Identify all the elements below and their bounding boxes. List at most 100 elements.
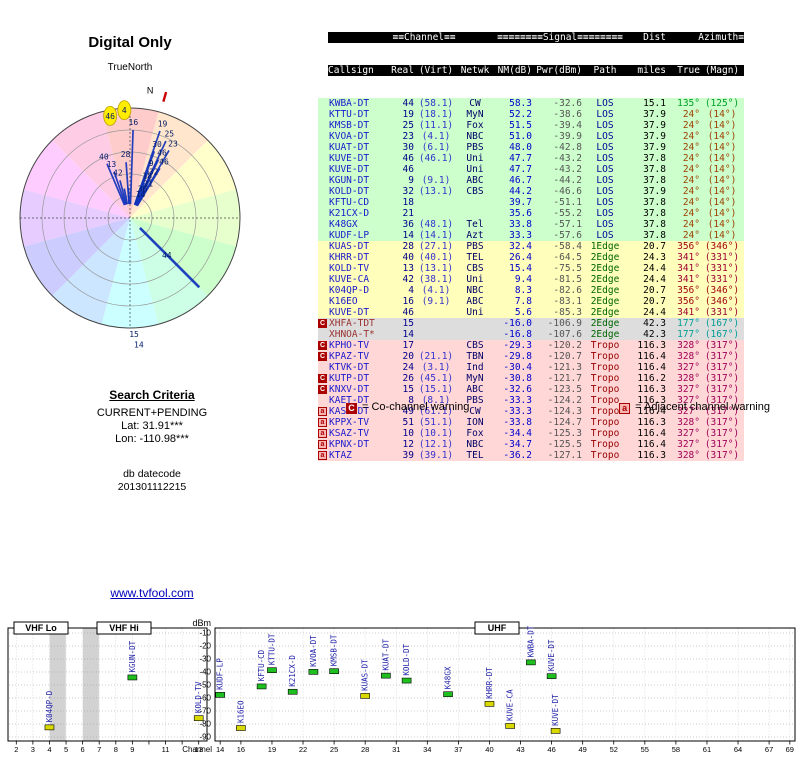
callsign-link[interactable]: KTAZ bbox=[329, 450, 352, 461]
callsign-link[interactable]: KUVE-DT bbox=[329, 164, 370, 175]
callsign-link[interactable]: K48GX bbox=[329, 219, 358, 230]
path-cell: 1Edge bbox=[590, 241, 620, 252]
longitude-value: Lon: -110.98*** bbox=[115, 433, 189, 445]
callsign-link[interactable]: KPAZ-TV bbox=[329, 351, 370, 362]
distance-cell: 116.3 bbox=[637, 450, 666, 461]
azimuth-magnetic-cell: (14°) bbox=[707, 109, 737, 120]
real-channel-cell: 46 bbox=[402, 164, 414, 175]
latitude-value: Lat: 31.91*** bbox=[121, 420, 183, 432]
power-cell: -43.2 bbox=[553, 153, 582, 164]
network-cell: TEL bbox=[466, 252, 484, 263]
power-cell: -120.7 bbox=[547, 351, 582, 362]
path-cell: LOS bbox=[596, 230, 614, 241]
distance-cell: 37.8 bbox=[643, 208, 666, 219]
azimuth-true-cell: 327° bbox=[677, 362, 700, 373]
distance-cell: 37.8 bbox=[643, 153, 666, 164]
noise-margin-cell: 9.4 bbox=[514, 274, 532, 285]
callsign-link[interactable]: KUAT-DT bbox=[329, 142, 370, 153]
path-cell: Tropo bbox=[590, 450, 620, 461]
callsign-link[interactable]: KOLD-DT bbox=[329, 186, 370, 197]
callsign-link[interactable]: KHRR-DT bbox=[329, 252, 370, 263]
azimuth-true-cell: 356° bbox=[677, 285, 700, 296]
network-cell: CBS bbox=[466, 186, 484, 197]
virtual-channel-cell: (27.1) bbox=[418, 241, 454, 252]
azimuth-magnetic-cell: (317°) bbox=[704, 428, 740, 439]
noise-margin-cell: -16.8 bbox=[503, 329, 532, 340]
power-cell: -39.4 bbox=[553, 120, 582, 131]
callsign-link[interactable]: KUVE-CA bbox=[329, 274, 370, 285]
signal-bar bbox=[215, 692, 225, 698]
callsign-link[interactable]: KPPX-TV bbox=[329, 417, 370, 428]
azimuth-magnetic-cell: (14°) bbox=[707, 120, 737, 131]
callsign-link[interactable]: KPNX-DT bbox=[329, 439, 370, 450]
callsign-link[interactable]: K21CX-D bbox=[329, 208, 370, 219]
network-cell bbox=[458, 197, 492, 208]
col-magn: (Magn) bbox=[704, 65, 740, 76]
legend-co-channel: C = Co-channel warning bbox=[346, 401, 469, 414]
callsign-link[interactable]: KMSB-DT bbox=[329, 120, 370, 131]
virtual-channel-cell: (40.1) bbox=[418, 252, 454, 263]
callsign-link[interactable]: KGUN-DT bbox=[329, 175, 370, 186]
callsign-link[interactable]: KWBA-DT bbox=[329, 98, 370, 109]
warning-marker bbox=[318, 274, 328, 285]
network-cell: PBS bbox=[466, 241, 484, 252]
callsign-link[interactable]: KAET-DT bbox=[329, 395, 370, 406]
real-channel-cell: 9 bbox=[408, 175, 414, 186]
co-channel-warning-icon: C bbox=[318, 341, 327, 350]
real-channel-cell: 21 bbox=[402, 208, 414, 219]
network-cell: MyN bbox=[466, 109, 484, 120]
channel-tick-label: 14 bbox=[216, 745, 224, 754]
channel-tick-label: 28 bbox=[361, 745, 369, 754]
callsign-link[interactable]: KSAZ-TV bbox=[329, 428, 370, 439]
callsign-link[interactable]: KVOA-DT bbox=[329, 131, 370, 142]
path-cell: 2Edge bbox=[590, 274, 620, 285]
path-cell: 2Edge bbox=[590, 296, 620, 307]
real-channel-cell: 14 bbox=[402, 329, 414, 340]
virtual-channel-cell: (39.1) bbox=[418, 450, 454, 461]
callsign-link[interactable]: KOLD-TV bbox=[329, 263, 370, 274]
power-cell: -57.6 bbox=[553, 230, 582, 241]
callsign-link[interactable]: K16EO bbox=[329, 296, 358, 307]
azimuth-magnetic-cell: (317°) bbox=[704, 373, 740, 384]
path-cell: LOS bbox=[596, 186, 614, 197]
magnetic-north-tick bbox=[162, 91, 168, 103]
network-cell: Tel bbox=[466, 219, 484, 230]
noise-margin-cell: 51.0 bbox=[509, 131, 532, 142]
real-channel-cell: 23 bbox=[402, 131, 414, 142]
tvfool-link[interactable]: www.tvfool.com bbox=[110, 586, 194, 600]
table-row: KVOA-DT 23 (4.1) NBC 51.0 -39.9 LOS 37.9 24° (14°… bbox=[318, 131, 744, 142]
callsign-link[interactable]: XHNOA-T* bbox=[329, 329, 375, 340]
azimuth-true-cell: 328° bbox=[677, 351, 700, 362]
callsign-link[interactable]: KUTP-DT bbox=[329, 373, 370, 384]
azimuth-magnetic-cell: (331°) bbox=[704, 307, 740, 318]
azimuth-true-cell: 327° bbox=[677, 406, 700, 417]
radar-station-label: 28 bbox=[121, 150, 131, 159]
distance-cell: 116.3 bbox=[637, 417, 666, 428]
callsign-link[interactable]: KFTU-CD bbox=[329, 197, 370, 208]
callsign-link[interactable]: KUVE-DT bbox=[329, 307, 370, 318]
azimuth-magnetic-cell: (346°) bbox=[704, 296, 740, 307]
virtual-channel-cell: (48.1) bbox=[418, 219, 454, 230]
callsign-link[interactable]: K04QP-D bbox=[329, 285, 370, 296]
table-row: a KPNX-DT 12 (12.1) NBC -34.7 -125.5 Tropo 116.4… bbox=[318, 439, 744, 450]
callsign-link[interactable]: KUVE-DT bbox=[329, 153, 370, 164]
azimuth-magnetic-cell: (317°) bbox=[704, 351, 740, 362]
callsign-link[interactable]: KUDF-LP bbox=[329, 230, 370, 241]
network-cell: NBC bbox=[466, 439, 484, 450]
distance-cell: 20.7 bbox=[643, 285, 666, 296]
callsign-link[interactable]: XHFA-TDT bbox=[329, 318, 375, 329]
distance-cell: 37.9 bbox=[643, 131, 666, 142]
network-cell: PBS bbox=[466, 395, 484, 406]
noise-margin-cell: 33.3 bbox=[509, 230, 532, 241]
azimuth-true-cell: 24° bbox=[682, 208, 700, 219]
callsign-link[interactable]: KTVK-DT bbox=[329, 362, 370, 373]
callsign-link[interactable]: KTTU-DT bbox=[329, 109, 370, 120]
signal-bar-label: KMSB-DT bbox=[330, 634, 339, 666]
callsign-link[interactable]: KUAS-DT bbox=[329, 241, 370, 252]
noise-margin-cell: -33.8 bbox=[503, 417, 532, 428]
callsign-link[interactable]: KPHO-TV bbox=[329, 340, 370, 351]
real-channel-cell: 44 bbox=[402, 98, 414, 109]
path-cell: LOS bbox=[596, 153, 614, 164]
callsign-link[interactable]: KNXV-DT bbox=[329, 384, 370, 395]
real-channel-cell: 28 bbox=[402, 241, 414, 252]
